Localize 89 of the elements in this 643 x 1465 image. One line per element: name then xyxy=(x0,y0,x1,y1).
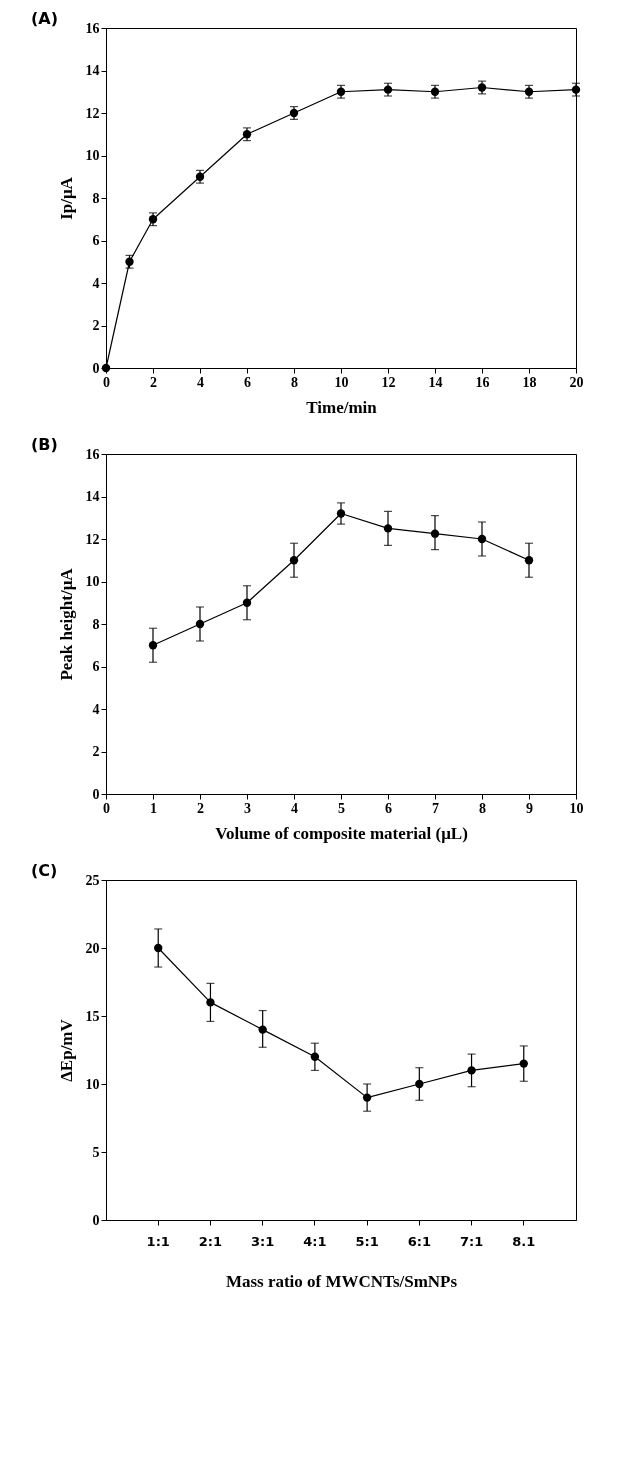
x-tick-label: 1 xyxy=(150,800,157,816)
x-tick-label: 5 xyxy=(338,800,345,816)
chart-title: (C) xyxy=(31,861,58,880)
x-tick-label: 12 xyxy=(381,374,396,390)
point xyxy=(415,1079,424,1089)
point xyxy=(477,534,487,544)
y-tick-label: 4 xyxy=(92,275,100,291)
y-tick-label: 8 xyxy=(92,190,100,206)
point xyxy=(195,172,205,181)
y-tick-label: 10 xyxy=(85,1076,100,1092)
x-tick-label: 4 xyxy=(197,374,204,390)
y-tick-label: 8 xyxy=(92,616,100,632)
y-tick-label: 14 xyxy=(85,489,100,504)
chart-title: (B) xyxy=(31,435,58,454)
x-axis-title: Time/min xyxy=(306,397,378,417)
x-tick-label: 20 xyxy=(569,374,584,390)
chart-title: (A) xyxy=(31,9,59,28)
x-tick-label: 0 xyxy=(103,374,110,390)
point xyxy=(242,598,252,607)
point xyxy=(154,943,163,953)
point xyxy=(336,87,346,96)
x-tick-label: 14 xyxy=(428,374,443,390)
x-tick-label: 9 xyxy=(526,800,533,816)
x-tick-label: 3:1 xyxy=(251,1233,275,1249)
point xyxy=(519,1059,528,1068)
x-tick-label: 18 xyxy=(522,374,537,390)
y-tick-label: 6 xyxy=(92,659,100,674)
x-tick-label: 6 xyxy=(244,374,251,390)
x-tick-label: 6:1 xyxy=(407,1233,431,1249)
x-tick-label: 2:1 xyxy=(198,1233,223,1249)
x-tick-label: 4:1 xyxy=(303,1233,327,1249)
point xyxy=(148,215,158,224)
y-tick-label: 2 xyxy=(92,318,100,333)
y-tick-label: 16 xyxy=(85,20,100,36)
y-tick-label: 0 xyxy=(92,786,100,802)
point xyxy=(524,87,534,96)
x-tick-label: 2 xyxy=(150,374,157,390)
point xyxy=(467,1066,476,1075)
y-axis-title: ΔEp/mV xyxy=(56,1018,76,1082)
x-tick-label: 8.1 xyxy=(512,1233,536,1249)
x-tick-label: 4 xyxy=(291,800,298,816)
x-axis-title: Mass ratio of MWCNTs/SmNPs xyxy=(225,1271,458,1291)
y-tick-label: 10 xyxy=(85,574,100,589)
point xyxy=(383,524,393,533)
y-tick-label: 5 xyxy=(92,1144,100,1160)
point xyxy=(383,85,393,94)
y-tick-label: 4 xyxy=(92,701,100,717)
point xyxy=(148,641,158,650)
y-axis-title: Ip/μA xyxy=(56,176,76,220)
x-tick-label: 6 xyxy=(385,800,392,816)
y-tick-label: 12 xyxy=(85,105,100,121)
y-axis-title: Peak height/μA xyxy=(56,567,76,681)
x-tick-label: 16 xyxy=(475,374,490,390)
point xyxy=(258,1025,267,1034)
y-tick-label: 20 xyxy=(85,940,100,956)
point xyxy=(477,83,487,92)
y-tick-label: 12 xyxy=(85,531,100,547)
y-tick-label: 0 xyxy=(92,360,100,376)
y-tick-label: 0 xyxy=(92,1212,100,1228)
x-tick-label: 2 xyxy=(197,800,204,816)
point xyxy=(242,130,252,139)
y-tick-label: 10 xyxy=(85,148,100,163)
x-tick-label: 7 xyxy=(432,800,439,816)
x-axis-title: Volume of composite material (μL) xyxy=(215,823,468,843)
point xyxy=(336,509,346,518)
point xyxy=(571,85,581,94)
y-tick-label: 16 xyxy=(85,446,100,462)
y-tick-label: 6 xyxy=(92,233,100,248)
x-tick-label: 10 xyxy=(569,800,584,816)
x-tick-label: 8 xyxy=(291,374,298,390)
x-tick-label: 0 xyxy=(103,800,110,816)
x-tick-label: 1:1 xyxy=(146,1233,170,1249)
x-tick-label: 3 xyxy=(244,800,251,816)
point xyxy=(524,556,534,565)
y-tick-label: 14 xyxy=(85,63,100,78)
x-tick-label: 7:1 xyxy=(459,1233,484,1249)
x-tick-label: 8 xyxy=(479,800,486,816)
y-tick-label: 25 xyxy=(85,872,100,888)
point xyxy=(206,998,215,1007)
point xyxy=(195,619,205,629)
y-tick-label: 15 xyxy=(85,1008,100,1024)
x-tick-label: 10 xyxy=(334,374,349,390)
point xyxy=(289,556,299,565)
x-tick-label: 5:1 xyxy=(355,1233,379,1249)
point xyxy=(430,87,440,96)
point xyxy=(430,529,440,538)
y-tick-label: 2 xyxy=(92,744,100,759)
point xyxy=(310,1052,320,1061)
point xyxy=(362,1093,372,1102)
